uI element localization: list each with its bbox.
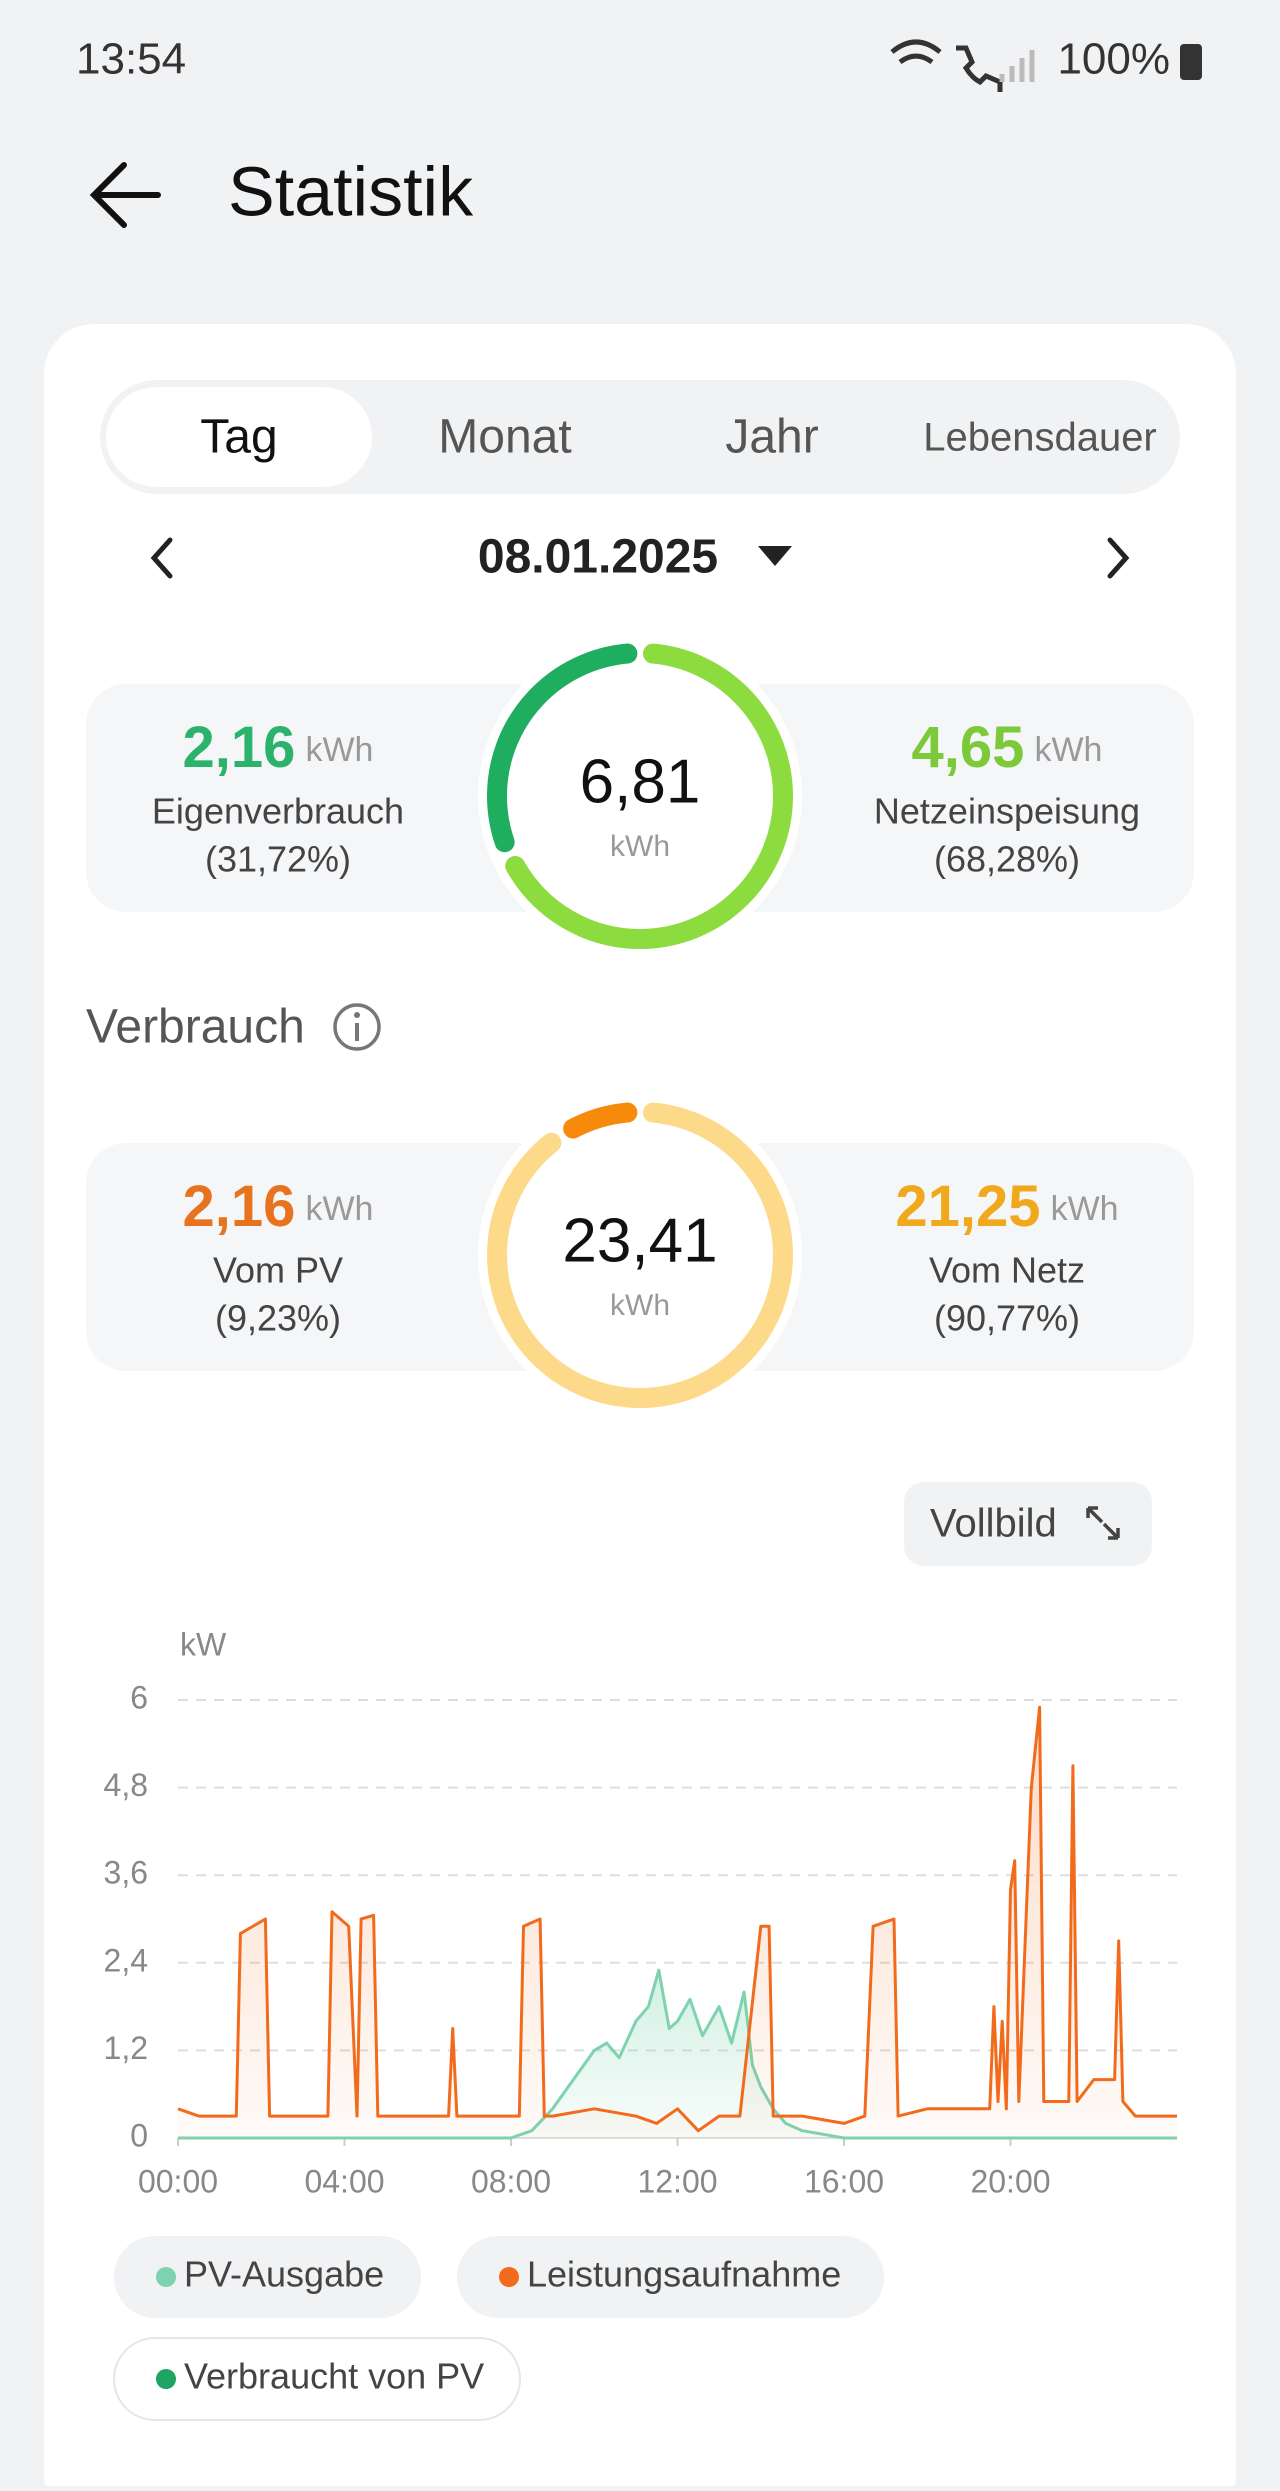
unit: kWh [305, 731, 373, 769]
ring-unit: kWh [610, 1289, 670, 1322]
ring-segment [487, 643, 793, 949]
fullscreen-label: Vollbild [930, 1502, 1057, 1546]
summary-percent: (9,23%) [215, 1298, 341, 1339]
y-tick-label: 1,2 [104, 2030, 148, 2066]
date-dropdown[interactable] [758, 546, 792, 566]
legend-label: Leistungsaufnahme [527, 2254, 841, 2295]
y-tick-label: 6 [130, 1679, 148, 1715]
ring-segment [487, 643, 793, 949]
summary-label: Vom Netz [929, 1250, 1085, 1291]
legend-pill[interactable] [457, 2236, 884, 2318]
y-unit: kW [180, 1626, 227, 1662]
summary-value: 2,16 kWh [183, 715, 374, 780]
summary-value: 2,16 kWh [183, 1174, 374, 1239]
back-button[interactable] [89, 162, 161, 228]
value: 21,25 [895, 1174, 1040, 1239]
ring-halo [478, 634, 802, 958]
ring-value: 6,81 [580, 747, 701, 816]
value: 2,16 [183, 1174, 296, 1239]
line [177, 1705, 1177, 2133]
fullscreen-icon [1086, 1506, 1120, 1540]
y-tick-label: 2,4 [104, 1942, 148, 1978]
battery-icon [1180, 44, 1202, 80]
tab-active [106, 387, 372, 487]
ring-segment [487, 1102, 793, 1408]
value: 4,65 [912, 715, 1025, 780]
section-title: Verbrauch [86, 1001, 305, 1054]
legend-label: Verbraucht von PV [184, 2356, 484, 2397]
legend-pill[interactable] [113, 2337, 521, 2421]
ring-unit: kWh [610, 830, 670, 863]
status-time: 13:54 [76, 35, 186, 84]
tab[interactable]: Jahr [725, 411, 818, 464]
summary-label: Vom PV [213, 1250, 343, 1291]
y-tick-label: 0 [130, 2117, 148, 2153]
x-tick-label: 20:00 [970, 2163, 1050, 2199]
x-tick-label: 04:00 [304, 2163, 384, 2199]
y-tick-label: 4,8 [104, 1767, 148, 1803]
summary-label: Eigenverbrauch [152, 791, 404, 832]
next-date[interactable] [1107, 537, 1130, 579]
area [178, 1970, 1177, 2138]
x-tick-label: 16:00 [804, 2163, 884, 2199]
unit: kWh [1051, 1190, 1119, 1228]
info-icon[interactable] [333, 1003, 381, 1051]
summary-percent: (90,77%) [934, 1298, 1080, 1339]
tab[interactable]: Monat [438, 411, 571, 464]
tab[interactable]: Lebensdauer [923, 416, 1157, 460]
value: 2,16 [183, 715, 296, 780]
summary-value: 21,25 kWh [895, 1174, 1118, 1239]
ring-value: 23,41 [562, 1206, 717, 1275]
status-icons [890, 39, 1035, 92]
unit: kWh [1034, 731, 1102, 769]
x-tick-label: 00:00 [138, 2163, 218, 2199]
ring-halo [478, 1093, 802, 1417]
page-title: Statistik [228, 152, 474, 230]
prev-date[interactable] [150, 537, 173, 579]
legend-swatch [156, 2369, 176, 2389]
y-tick-label: 3,6 [104, 1855, 148, 1891]
legend-pill[interactable] [114, 2236, 421, 2318]
summary-value: 4,65 kWh [912, 715, 1103, 780]
summary-label: Netzeinspeisung [874, 791, 1140, 832]
summary-percent: (68,28%) [934, 839, 1080, 880]
fullscreen-button[interactable] [904, 1482, 1152, 1566]
legend-label: PV-Ausgabe [184, 2254, 384, 2295]
summary-percent: (31,72%) [205, 839, 351, 880]
legend-swatch [156, 2267, 176, 2287]
x-tick-label: 12:00 [637, 2163, 717, 2199]
status-battery: 100% [1057, 35, 1170, 84]
legend-swatch [499, 2267, 519, 2287]
date[interactable]: 08.01.2025 [478, 531, 718, 584]
x-tick-label: 08:00 [471, 2163, 551, 2199]
unit: kWh [305, 1190, 373, 1228]
tab[interactable]: Tag [200, 411, 277, 464]
tab-bar [100, 380, 1180, 494]
